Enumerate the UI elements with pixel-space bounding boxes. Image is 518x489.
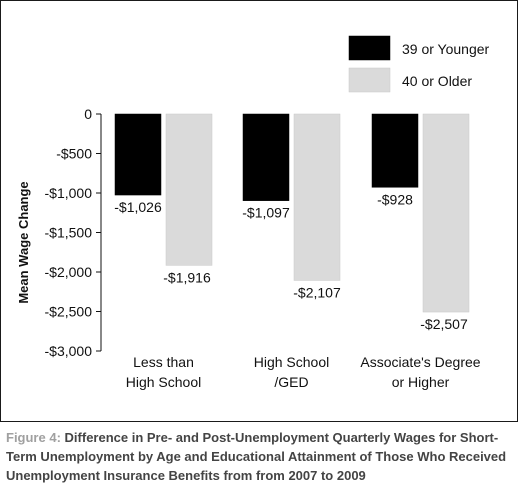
x-category-label: /GED <box>274 374 308 390</box>
caption-label: Figure 4: <box>6 430 61 445</box>
x-category-label: High School <box>126 374 202 390</box>
x-category-label: Associate's Degree <box>360 354 480 370</box>
legend-label: 40 or Older <box>402 73 472 89</box>
bar-older <box>422 113 470 313</box>
y-tick-label: -$500 <box>56 146 92 162</box>
bar-data-label: -$1,026 <box>114 199 162 215</box>
x-category-label: or Higher <box>392 374 450 390</box>
y-tick-label: 0 <box>84 106 92 122</box>
legend-label: 39 or Younger <box>402 41 490 57</box>
y-tick-label: -$3,000 <box>45 343 93 359</box>
bar-data-label: -$2,507 <box>420 316 468 332</box>
bar-older <box>293 113 341 281</box>
bar-data-label: -$1,916 <box>163 269 211 285</box>
bar-younger <box>242 113 290 201</box>
chart-frame: 0 -$500 -$1,000 -$1,500 -$2,000 -$2,500 -$3,00… <box>0 0 518 422</box>
caption-text: Difference in Pre- and Post-Unemployment… <box>6 430 507 483</box>
y-tick-label: -$2,000 <box>45 264 93 280</box>
x-category-label: High School <box>254 354 330 370</box>
bar-chart: 0 -$500 -$1,000 -$1,500 -$2,000 -$2,500 -$3,00… <box>16 35 490 390</box>
bar-younger <box>371 113 419 188</box>
bar-older <box>165 113 213 266</box>
bar-data-label: -$2,107 <box>293 284 341 300</box>
y-tick-label: -$1,000 <box>45 185 93 201</box>
y-tick-label: -$2,500 <box>45 304 93 320</box>
bar-data-label: -$928 <box>377 191 413 207</box>
bar-data-label: -$1,097 <box>242 205 290 221</box>
y-tick-label: -$1,500 <box>45 225 93 241</box>
y-axis-title: Mean Wage Change <box>16 181 31 303</box>
figure-caption: Figure 4: Difference in Pre- and Post-Un… <box>6 428 512 485</box>
legend-swatch <box>348 35 391 61</box>
legend-swatch <box>348 67 391 93</box>
x-category-label: Less than <box>133 354 194 370</box>
bar-younger <box>114 113 162 196</box>
